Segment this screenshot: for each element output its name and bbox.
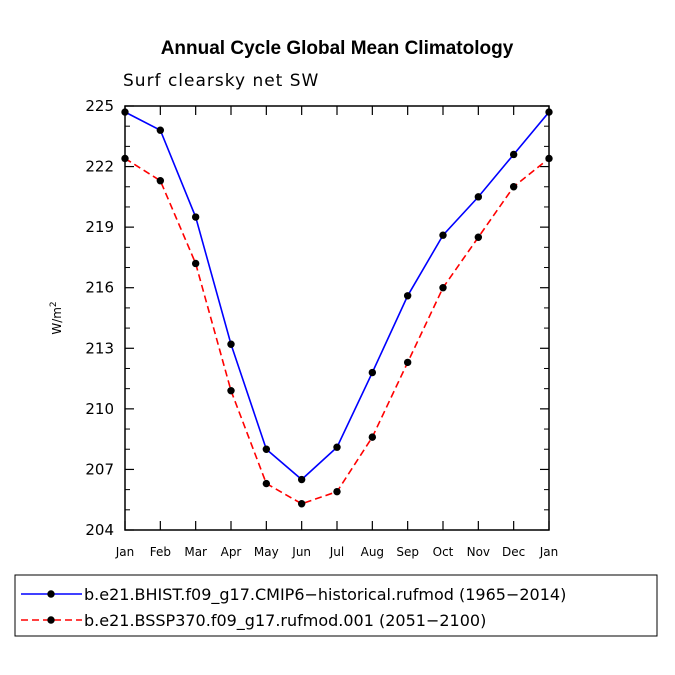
legend-label-1: b.e21.BHIST.f09_g17.CMIP6−historical.ruf… xyxy=(84,585,566,605)
x-tick-label: Jan xyxy=(539,545,559,559)
series-2-point xyxy=(191,259,200,268)
series-line-1 xyxy=(124,111,550,481)
series-1-point xyxy=(156,126,165,134)
series-1-point xyxy=(297,475,306,484)
plot-frame xyxy=(124,105,550,531)
x-tick-label: Mar xyxy=(184,545,207,559)
series-1-point xyxy=(509,150,518,159)
svg-text:W/m2: W/m2 xyxy=(49,301,64,334)
y-tick-label: 216 xyxy=(85,279,114,297)
y-tick-label: 204 xyxy=(85,521,114,539)
x-tick-label: Nov xyxy=(467,545,490,559)
y-axis-label: W/m2 xyxy=(49,301,64,334)
legend-label-2: b.e21.BSSP370.f09_g17.rufmod.001 (2051−2… xyxy=(84,611,486,631)
x-tick-label: Dec xyxy=(502,545,525,559)
series-2-point xyxy=(368,433,377,441)
series-group xyxy=(121,108,553,508)
x-tick-label: Sep xyxy=(396,545,419,559)
chart-title: Annual Cycle Global Mean Climatology xyxy=(161,38,514,59)
series-1-point xyxy=(191,213,200,221)
y-tick-label: 207 xyxy=(85,460,114,478)
series-1-point xyxy=(368,368,377,377)
series-1-point xyxy=(439,231,447,239)
x-tick-label: Jun xyxy=(291,545,311,559)
x-tick-label: Jul xyxy=(329,545,344,559)
series-line-2 xyxy=(124,157,550,505)
legend-marker-2 xyxy=(47,616,55,624)
series-2-point xyxy=(509,183,518,191)
series-1-point xyxy=(403,292,412,300)
y-tick-label: 225 xyxy=(85,97,114,115)
series-1-point xyxy=(545,108,553,116)
series-2-point xyxy=(545,154,553,163)
legend: b.e21.BHIST.f09_g17.CMIP6−historical.ruf… xyxy=(14,574,658,637)
legend-marker-1 xyxy=(47,590,55,598)
series-1-point xyxy=(474,193,483,201)
y-tick-label: 213 xyxy=(85,339,114,357)
x-tick-label: Jan xyxy=(115,545,135,559)
x-tick-label: Oct xyxy=(433,545,454,559)
chart-subtitle: Surf clearsky net SW xyxy=(123,71,319,91)
series-1-point xyxy=(121,108,129,116)
series-2-point xyxy=(439,284,447,292)
y-tick-label: 222 xyxy=(85,158,114,176)
x-tick-label: May xyxy=(254,545,279,559)
series-2-point xyxy=(297,500,306,508)
series-1-point xyxy=(333,443,341,451)
series-2-point xyxy=(403,358,412,367)
legend-frame xyxy=(14,574,658,637)
y-tick-label: 219 xyxy=(85,218,114,236)
series-2-point xyxy=(262,479,271,488)
series-2-point xyxy=(333,487,341,496)
x-tick-label: Aug xyxy=(361,545,384,559)
axis-ticks: 204 207 210 213 216 219 222 225 Jan Feb Mar Apr May J… xyxy=(85,97,558,559)
series-2-point xyxy=(121,154,129,163)
series-2-point xyxy=(156,177,165,185)
series-1-point xyxy=(262,445,271,453)
series-1-point xyxy=(227,340,235,348)
series-2-point xyxy=(474,233,483,241)
y-axis-label-superscript: 2 xyxy=(49,301,59,307)
x-tick-label: Apr xyxy=(221,545,242,559)
x-tick-label: Feb xyxy=(150,545,171,559)
series-2-point xyxy=(227,386,235,395)
y-tick-label: 210 xyxy=(85,400,114,418)
y-axis-label-base: W/m xyxy=(50,307,64,335)
